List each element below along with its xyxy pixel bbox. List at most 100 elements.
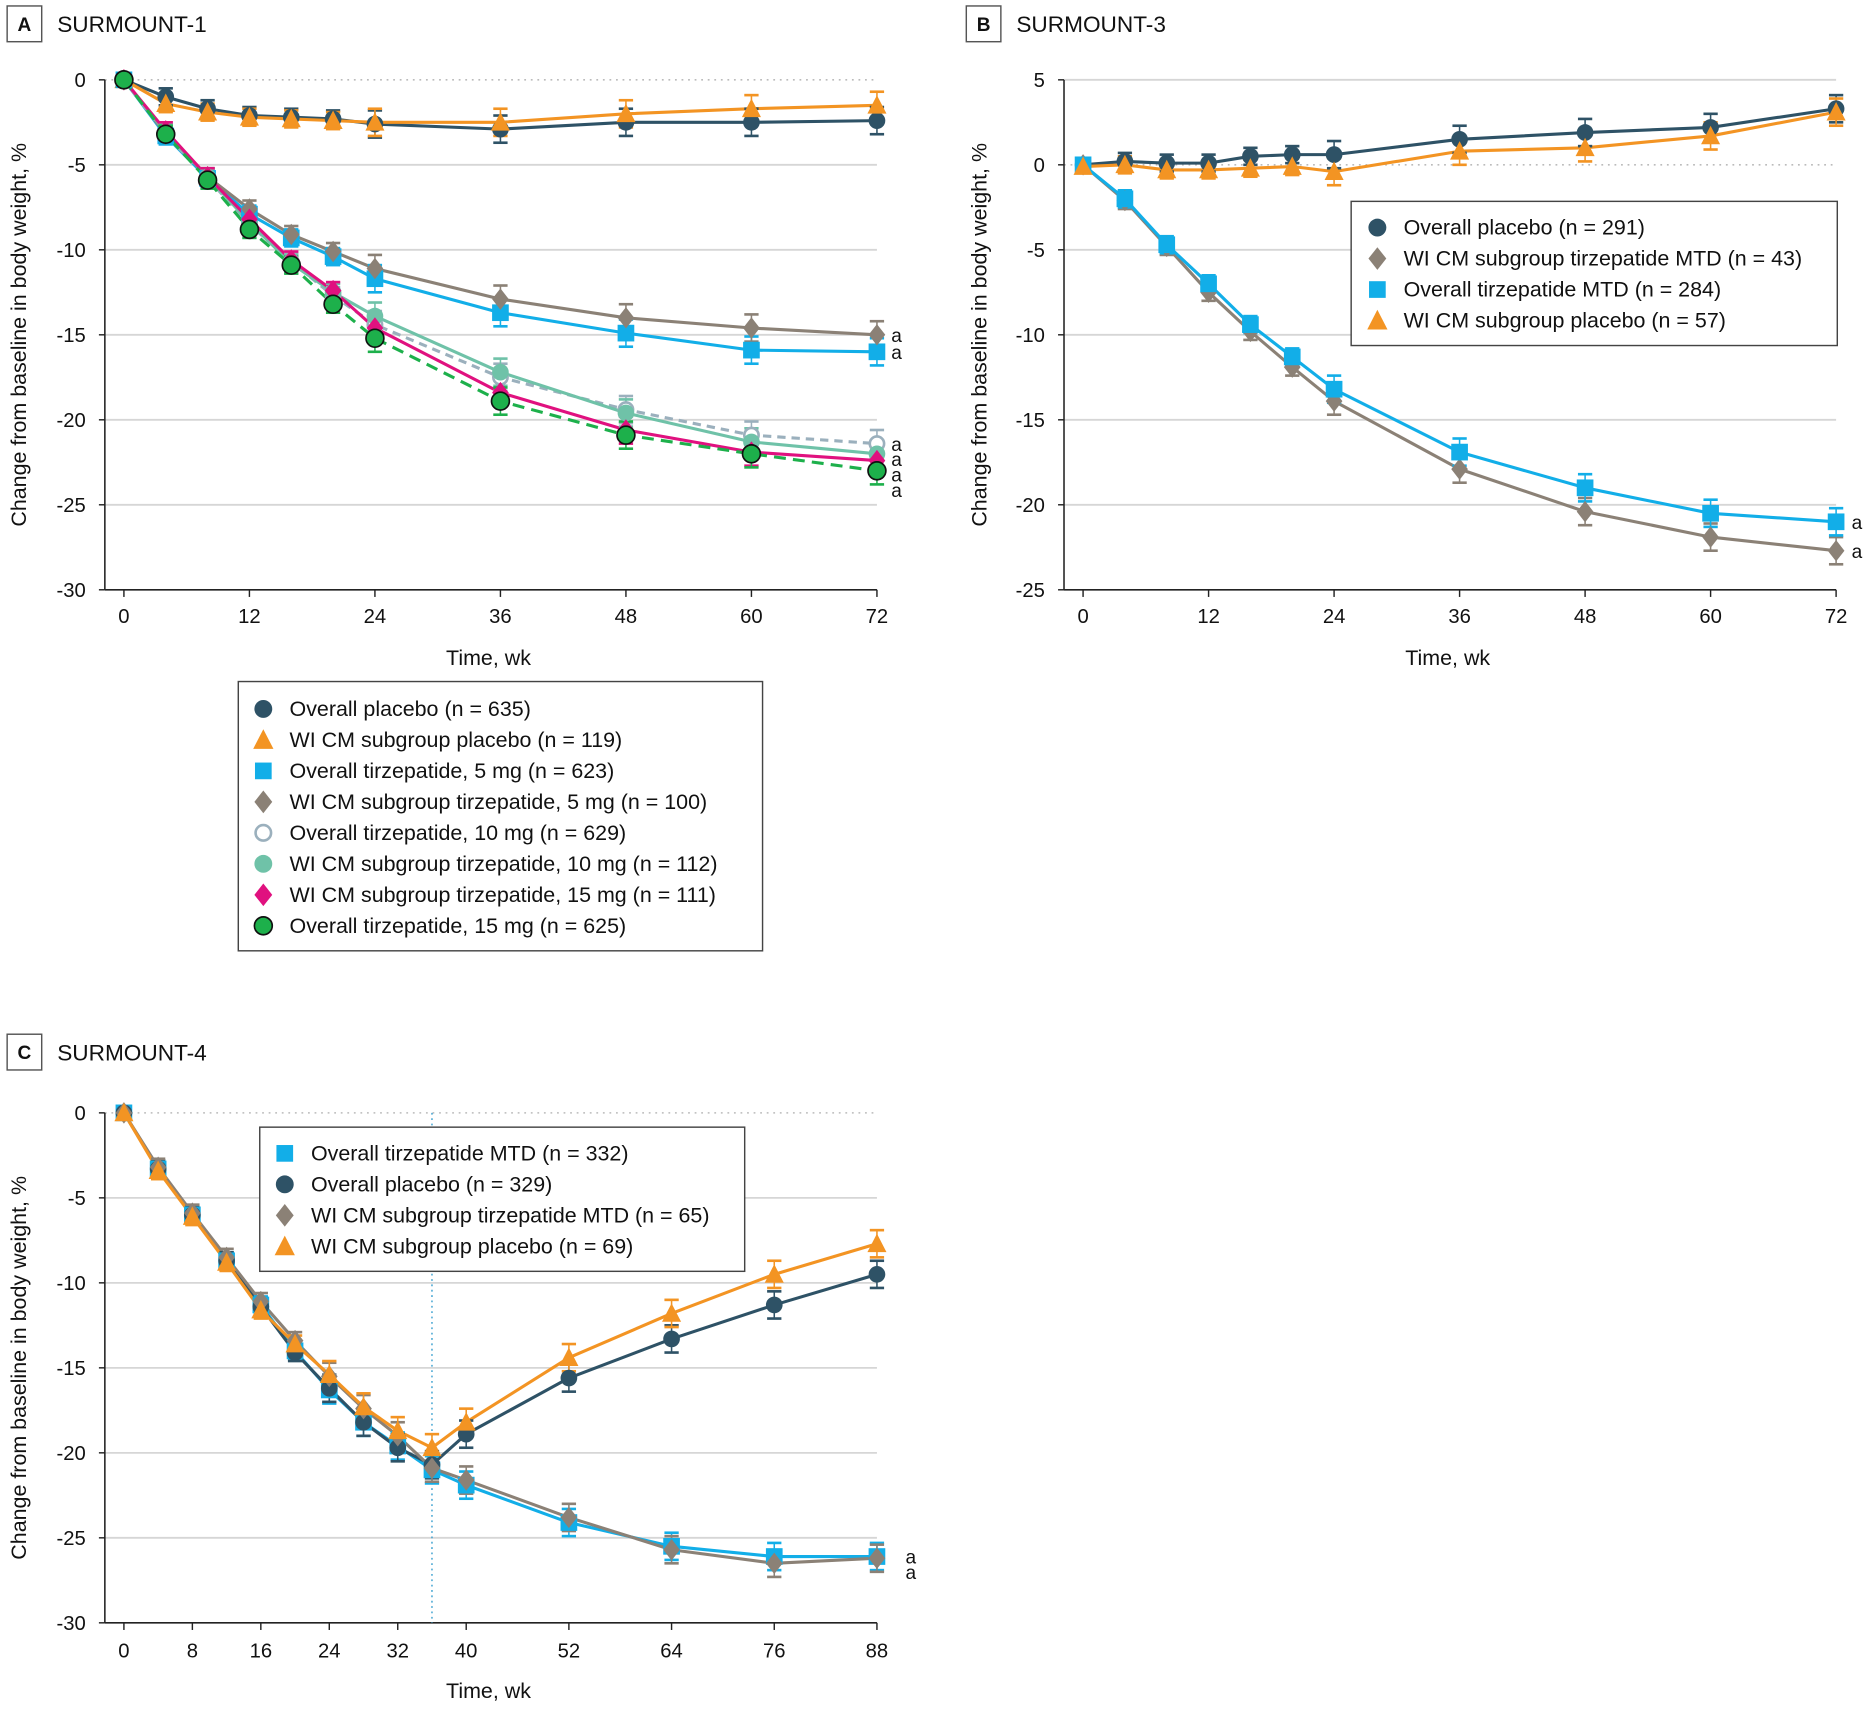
- x-tick-label: 12: [1197, 606, 1220, 628]
- data-point-placebo_wicm: [285, 1333, 305, 1353]
- x-tick-label: 24: [364, 606, 387, 628]
- data-point-tirz_wicm_5: [868, 324, 886, 346]
- y-tick-label: -10: [1016, 325, 1045, 347]
- data-point-placebo_overall: [320, 1379, 338, 1397]
- data-point-tirz_overall_5: [1325, 380, 1343, 398]
- legend-item: Overall tirzepatide, 10 mg (n = 629): [254, 821, 626, 845]
- data-point-tirz_overall_15: [281, 255, 302, 275]
- x-tick-label: 88: [866, 1640, 889, 1662]
- x-tick-label: 32: [386, 1640, 409, 1662]
- data-point-tirz_overall_5: [1200, 275, 1217, 293]
- significance-marker: a: [891, 450, 902, 471]
- x-tick-label: 40: [455, 1640, 478, 1662]
- data-point-tirz_overall_5: [1158, 236, 1176, 254]
- data-point-placebo_wicm: [353, 1396, 374, 1416]
- legend-item: WI CM subgroup tirzepatide, 15 mg (n = 1…: [254, 883, 716, 907]
- y-tick-label: -25: [57, 495, 86, 517]
- data-point-tirz_wicm_5: [617, 307, 635, 329]
- panel-a-title: SURMOUNT-1: [57, 12, 207, 37]
- data-point-placebo_wicm: [156, 93, 176, 112]
- legend-swatch-square-icon: [276, 1145, 294, 1162]
- data-point-placebo_wicm: [1199, 159, 1219, 179]
- y-tick-label: 0: [75, 1103, 86, 1125]
- data-point-tirz_wicm_5: [1451, 458, 1468, 480]
- legend-label: WI CM subgroup tirzepatide, 15 mg (n = 1…: [290, 883, 716, 907]
- legend-item: Overall placebo (n = 291): [1368, 216, 1645, 240]
- x-tick-label: 72: [1825, 606, 1848, 628]
- y-tick-label: -10: [57, 240, 86, 262]
- y-tick-label: -30: [57, 1613, 86, 1635]
- y-tick-label: -5: [68, 155, 86, 177]
- legend-swatch-triangle-icon: [1367, 309, 1388, 330]
- significance-marker: a: [1852, 542, 1863, 563]
- legend-swatch-circle-icon: [254, 854, 273, 873]
- data-point-placebo_wicm: [1826, 102, 1846, 121]
- data-point-tirz_overall_15: [155, 124, 176, 144]
- y-axis-label: Change from baseline in body weight, %: [7, 1176, 31, 1560]
- data-point-placebo_overall: [663, 1330, 680, 1348]
- legend-item: WI CM subgroup tirzepatide, 10 mg (n = 1…: [254, 852, 718, 876]
- data-point-tirz_overall_5: [1451, 443, 1468, 461]
- y-tick-label: -20: [57, 1443, 86, 1465]
- data-point-placebo_wicm: [1282, 156, 1302, 175]
- x-tick-label: 36: [489, 606, 512, 628]
- data-point-tirz_overall_15: [323, 294, 343, 314]
- x-tick-label: 12: [238, 606, 261, 628]
- x-tick-label: 64: [660, 1640, 683, 1662]
- x-axis-label: Time, wk: [446, 1679, 531, 1703]
- data-point-placebo_wicm: [1701, 125, 1721, 145]
- data-point-placebo_overall: [1242, 147, 1259, 165]
- data-point-tirz_overall_15: [365, 328, 385, 348]
- data-point-placebo_wicm: [1240, 158, 1260, 177]
- panel-b-header: B SURMOUNT-3: [965, 5, 1166, 43]
- panel-c-plot: 0 -5 -10 -15 -20 -25 -30 0 8 16 24 32 40 52 64 76 88 Time…: [7, 1102, 917, 1703]
- y-tick-label: -10: [57, 1273, 86, 1295]
- data-point-tirz_wicm_10: [492, 363, 509, 381]
- data-point-placebo_wicm: [323, 110, 343, 129]
- data-point-placebo_wicm: [741, 98, 761, 118]
- legend-label: Overall placebo (n = 635): [290, 697, 531, 721]
- panel-a-letter: A: [18, 15, 32, 36]
- data-point-placebo_overall: [1283, 146, 1301, 163]
- legend-swatch-square-icon: [254, 762, 272, 780]
- legend-item: WI CM subgroup placebo (n = 119): [253, 728, 622, 752]
- significance-marker: a: [891, 343, 902, 364]
- legend-swatch-circle-outlined-icon: [253, 916, 274, 936]
- data-point-placebo_wicm: [616, 103, 636, 123]
- x-tick-label: 76: [763, 1640, 786, 1662]
- legend-item: WI CM subgroup tirzepatide MTD (n = 65): [275, 1203, 710, 1227]
- y-axis-label: Change from baseline in body weight, %: [7, 143, 31, 527]
- data-point-placebo_wicm: [182, 1206, 202, 1225]
- y-tick-label: 0: [1034, 155, 1045, 177]
- significance-marker: a: [891, 435, 902, 456]
- data-point-tirz_wicm_10: [366, 307, 384, 325]
- x-tick-label: 24: [318, 1640, 341, 1662]
- data-point-tirz_wicm_5: [1702, 526, 1719, 548]
- panel-c-letter-box: [6, 1033, 43, 1071]
- panel-b-title: SURMOUNT-3: [1016, 12, 1166, 37]
- data-point-placebo_overall: [560, 1369, 578, 1387]
- data-point-placebo_overall: [868, 112, 886, 129]
- data-point-placebo_wicm: [198, 102, 218, 121]
- legend-item: WI CM subgroup placebo (n = 69): [274, 1234, 633, 1258]
- data-point-tirz_overall_5: [1576, 479, 1594, 497]
- y-tick-label: -15: [57, 325, 86, 347]
- data-point-placebo_wicm: [1450, 141, 1470, 160]
- legend-label: Overall tirzepatide MTD (n = 284): [1404, 278, 1722, 302]
- x-tick-label: 8: [187, 1640, 198, 1662]
- data-point-placebo_wicm: [114, 1102, 134, 1122]
- legend-swatch-diamond-icon: [1368, 247, 1387, 270]
- data-point-placebo_wicm: [662, 1303, 682, 1322]
- significance-marker: a: [906, 1563, 917, 1584]
- legend-label: WI CM subgroup placebo (n = 69): [311, 1234, 633, 1258]
- x-tick-label: 48: [1574, 606, 1597, 628]
- legend-swatch-circle-icon: [275, 1175, 294, 1194]
- data-point-tirz_wicm_5: [457, 1469, 475, 1491]
- y-tick-label: -25: [1016, 580, 1045, 602]
- legend-label: Overall tirzepatide, 15 mg (n = 625): [290, 914, 627, 938]
- data-point-placebo_wicm: [456, 1412, 476, 1431]
- data-point-tirz_wicm_5: [1576, 500, 1594, 523]
- data-point-placebo_overall: [868, 1266, 886, 1283]
